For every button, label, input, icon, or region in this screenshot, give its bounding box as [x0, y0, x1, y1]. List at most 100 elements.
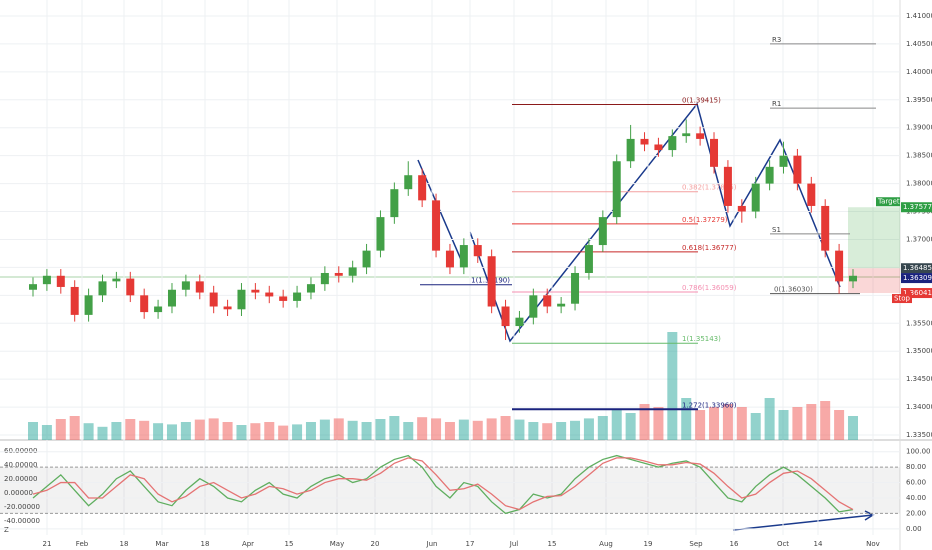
volume-bar	[83, 423, 94, 440]
candle-body	[598, 217, 607, 246]
volume-bar	[625, 413, 636, 440]
volume-bar	[514, 419, 525, 440]
candle-body	[626, 138, 635, 162]
candle-body	[279, 296, 288, 301]
candle-body	[98, 281, 107, 296]
candle-body	[710, 138, 719, 167]
volume-bar	[28, 422, 38, 440]
candle-body	[376, 217, 385, 251]
candle-body	[126, 278, 135, 296]
candle-body	[418, 175, 427, 201]
volume-bar	[250, 423, 261, 440]
volume-bar	[208, 418, 219, 440]
candle-body	[737, 205, 746, 212]
candle-body	[473, 245, 482, 257]
volume-bar	[778, 410, 789, 440]
osc-right-tick-label: 20.00	[906, 509, 926, 517]
candle-body	[293, 292, 302, 301]
volume-bar	[695, 410, 706, 440]
candle-body	[584, 245, 593, 273]
candle-body	[362, 250, 371, 268]
candle-body	[487, 256, 496, 307]
divergence-arrow	[732, 514, 874, 531]
volume-bar	[417, 417, 428, 440]
volume-bar	[542, 423, 553, 440]
candle-body	[849, 275, 857, 282]
candle-body	[306, 284, 315, 293]
volume-bar	[834, 410, 845, 440]
volume-bar	[153, 423, 164, 440]
candle-body	[723, 166, 732, 206]
volume-bar	[736, 407, 747, 440]
candle-body	[821, 205, 830, 251]
x-tick-label: 18	[120, 540, 129, 548]
candle-body	[751, 183, 760, 212]
volume-bar	[333, 418, 344, 440]
volume-bar	[41, 425, 52, 440]
fib-label: 0.618(1.36777)	[682, 244, 737, 252]
volume-bar	[69, 416, 80, 440]
volume-bar	[278, 425, 289, 440]
osc-left-tick-label: 20.00000	[4, 475, 37, 483]
candle-body	[459, 245, 468, 268]
x-tick-label: Jul	[509, 540, 519, 548]
fib-label: 0(1.36030)	[774, 286, 813, 294]
pivot-label: R3	[772, 36, 781, 44]
volume-bar	[97, 426, 108, 440]
x-tick-label: 16	[730, 540, 739, 548]
candle-body	[654, 144, 663, 151]
y-tick-label: 1.39000	[906, 124, 932, 132]
volume-bar	[458, 419, 469, 440]
stop-label: Stop	[894, 295, 910, 303]
candle-body	[432, 200, 441, 251]
candle-body	[154, 306, 163, 313]
candle-body	[529, 295, 538, 318]
volume-bar	[264, 422, 275, 440]
y-tick-label: 1.41000	[906, 12, 932, 20]
candle-body	[682, 133, 691, 137]
volume-bar	[431, 418, 442, 440]
candle-body	[390, 189, 399, 218]
candle-body	[84, 295, 93, 315]
x-tick-label: 19	[644, 540, 653, 548]
oscillator-label: Z	[4, 526, 9, 534]
y-tick-label: 1.34000	[906, 403, 932, 411]
candle-body	[696, 133, 705, 139]
price-tag	[901, 273, 932, 284]
candle-body	[320, 272, 329, 285]
price-tag-label: 1.37577	[903, 203, 932, 211]
candle-body	[515, 317, 524, 327]
target-zone	[848, 207, 900, 269]
candle-body	[56, 275, 65, 287]
candle-body	[195, 281, 204, 293]
x-tick-label: Aug	[599, 540, 613, 548]
volume-bar	[444, 422, 455, 440]
y-tick-label: 1.40000	[906, 68, 932, 76]
volume-bar	[722, 404, 733, 440]
volume-bar	[653, 407, 664, 440]
candle-body	[70, 286, 79, 315]
volume-bar	[292, 424, 303, 440]
volume-bar	[681, 398, 692, 440]
osc-left-tick-label: -20.00000	[4, 503, 40, 511]
candle-body	[237, 289, 246, 310]
osc-right-tick-label: 40.00	[906, 494, 926, 502]
candle-body	[181, 281, 190, 290]
osc-left-tick-label: 60.00000	[4, 447, 37, 455]
x-tick-label: Sep	[689, 540, 703, 548]
x-tick-label: 14	[814, 540, 823, 548]
price-tag	[901, 288, 932, 299]
volume-bar	[570, 420, 581, 440]
stop-tag	[892, 294, 912, 304]
osc-left-tick-label: 0.00000	[4, 489, 33, 497]
x-tick-label: May	[330, 540, 344, 548]
candle-body	[640, 138, 649, 145]
candle-body	[251, 289, 260, 293]
x-tick-label: Feb	[76, 540, 89, 548]
volume-bar	[820, 401, 831, 440]
candle-body	[348, 267, 357, 276]
candle-body	[557, 303, 566, 307]
price-tag-label: 1.36309	[903, 274, 932, 282]
volume-bar	[709, 407, 720, 440]
